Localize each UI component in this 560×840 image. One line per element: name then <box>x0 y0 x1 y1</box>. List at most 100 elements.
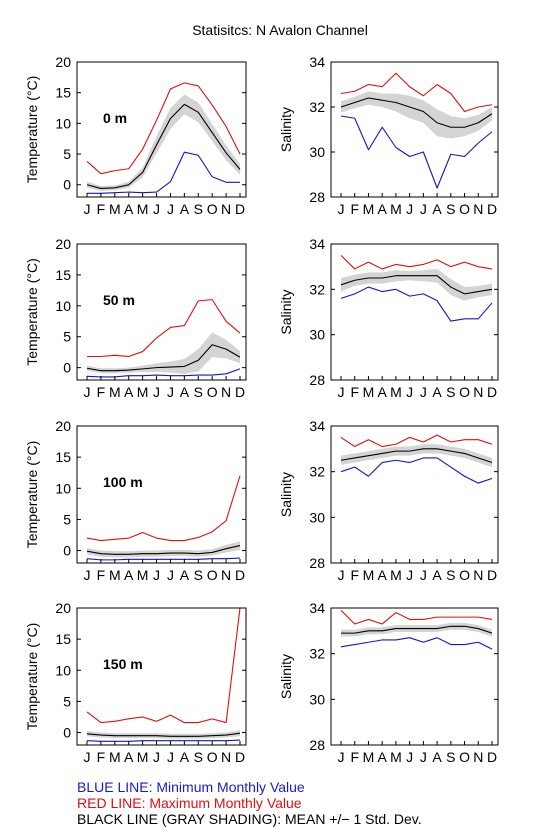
x-tick-label: N <box>221 384 231 400</box>
x-tick-label: J <box>153 201 160 217</box>
plot-frame <box>76 607 247 746</box>
x-tick-label: O <box>207 567 218 583</box>
x-tick-label: S <box>446 201 455 217</box>
max-line <box>340 434 493 448</box>
x-tick-label: O <box>207 749 218 765</box>
x-tick-label: J <box>338 201 345 217</box>
y-tick-label: 28 <box>309 737 325 753</box>
y-axis-label: Salinity <box>278 289 294 334</box>
y-axis-label: Salinity <box>278 107 294 152</box>
y-tick-label: 10 <box>55 115 71 131</box>
x-tick-label: J <box>406 749 413 765</box>
x-tick-label: D <box>487 384 497 400</box>
y-tick-label: 34 <box>309 236 325 252</box>
x-tick-label: D <box>235 567 245 583</box>
x-tick-label: J <box>406 567 413 583</box>
y-tick-label: 5 <box>63 693 71 709</box>
y-tick-label: 15 <box>55 631 71 647</box>
page-title: Statisitcs: N Avalon Channel <box>192 22 368 38</box>
x-tick-label: S <box>446 384 455 400</box>
x-tick-label: J <box>167 749 174 765</box>
x-tick-label: A <box>180 749 190 765</box>
y-tick-label: 30 <box>309 509 325 525</box>
y-tick-label: 10 <box>55 662 71 678</box>
mean-line <box>341 625 493 634</box>
x-tick-label: J <box>167 384 174 400</box>
x-tick-label: J <box>167 201 174 217</box>
y-tick-label: 15 <box>55 85 71 101</box>
x-tick-label: D <box>235 384 245 400</box>
y-tick-label: 10 <box>55 480 71 496</box>
x-tick-label: J <box>338 384 345 400</box>
x-tick-label: J <box>420 384 427 400</box>
min-line <box>340 286 493 322</box>
std-shading-band <box>87 541 240 558</box>
y-tick-label: 34 <box>309 600 325 616</box>
min-line <box>86 368 241 378</box>
y-tick-label: 30 <box>309 691 325 707</box>
x-tick-label: O <box>459 749 470 765</box>
x-tick-label: M <box>137 201 149 217</box>
mean-line <box>340 448 493 464</box>
x-tick-label: M <box>109 567 121 583</box>
legend-mean-line: BLACK LINE (GRAY SHADING): MEAN +/− 1 St… <box>77 811 422 827</box>
max-line <box>340 254 493 270</box>
x-tick-label: J <box>153 384 160 400</box>
x-tick-label: O <box>459 201 470 217</box>
x-tick-label: D <box>235 201 245 217</box>
y-tick-label: 32 <box>309 281 325 297</box>
x-tick-label: F <box>350 384 359 400</box>
y-tick-label: 28 <box>309 555 325 571</box>
x-tick-label: D <box>487 749 497 765</box>
y-axis-label: Salinity <box>278 472 294 517</box>
x-tick-label: S <box>446 749 455 765</box>
y-axis-label: Temperature (°C) <box>24 441 40 549</box>
x-tick-label: N <box>473 201 483 217</box>
y-tick-label: 0 <box>63 360 71 376</box>
plot-frame <box>76 243 247 381</box>
y-tick-label: 20 <box>55 236 71 252</box>
std-shading-band <box>341 91 492 139</box>
x-tick-label: M <box>363 384 375 400</box>
x-tick-label: M <box>137 384 149 400</box>
min-line <box>87 151 240 194</box>
min-line <box>86 739 241 742</box>
y-tick-label: 28 <box>309 189 325 205</box>
y-tick-label: 20 <box>55 54 71 70</box>
x-tick-label: J <box>420 201 427 217</box>
x-tick-label: D <box>487 201 497 217</box>
x-tick-label: F <box>350 201 359 217</box>
x-tick-label: A <box>124 749 134 765</box>
std-shading-band <box>341 622 492 637</box>
x-tick-label: M <box>390 749 402 765</box>
depth-label: 100 m <box>103 474 143 490</box>
std-shading-band <box>341 268 492 301</box>
x-tick-label: A <box>378 201 388 217</box>
max-line <box>86 607 241 724</box>
y-tick-label: 5 <box>63 329 71 345</box>
legend-max-line: RED LINE: Maximum Monthly Value <box>77 795 302 811</box>
mean-line <box>86 545 241 555</box>
min-line <box>340 637 493 650</box>
y-tick-label: 0 <box>63 543 71 559</box>
x-tick-label: D <box>487 567 497 583</box>
x-tick-label: J <box>338 567 345 583</box>
x-tick-label: N <box>221 201 231 217</box>
x-tick-label: A <box>378 384 388 400</box>
plot-frame <box>330 243 499 381</box>
x-tick-label: J <box>153 749 160 765</box>
max-line <box>340 72 493 113</box>
mean-line <box>86 732 241 737</box>
x-tick-label: A <box>124 567 134 583</box>
x-tick-label: F <box>97 201 106 217</box>
max-line <box>340 609 493 625</box>
x-tick-label: S <box>194 384 203 400</box>
y-tick-label: 15 <box>55 449 71 465</box>
y-tick-label: 32 <box>309 99 325 115</box>
x-tick-label: A <box>180 384 190 400</box>
x-tick-label: J <box>153 567 160 583</box>
x-tick-label: M <box>363 567 375 583</box>
